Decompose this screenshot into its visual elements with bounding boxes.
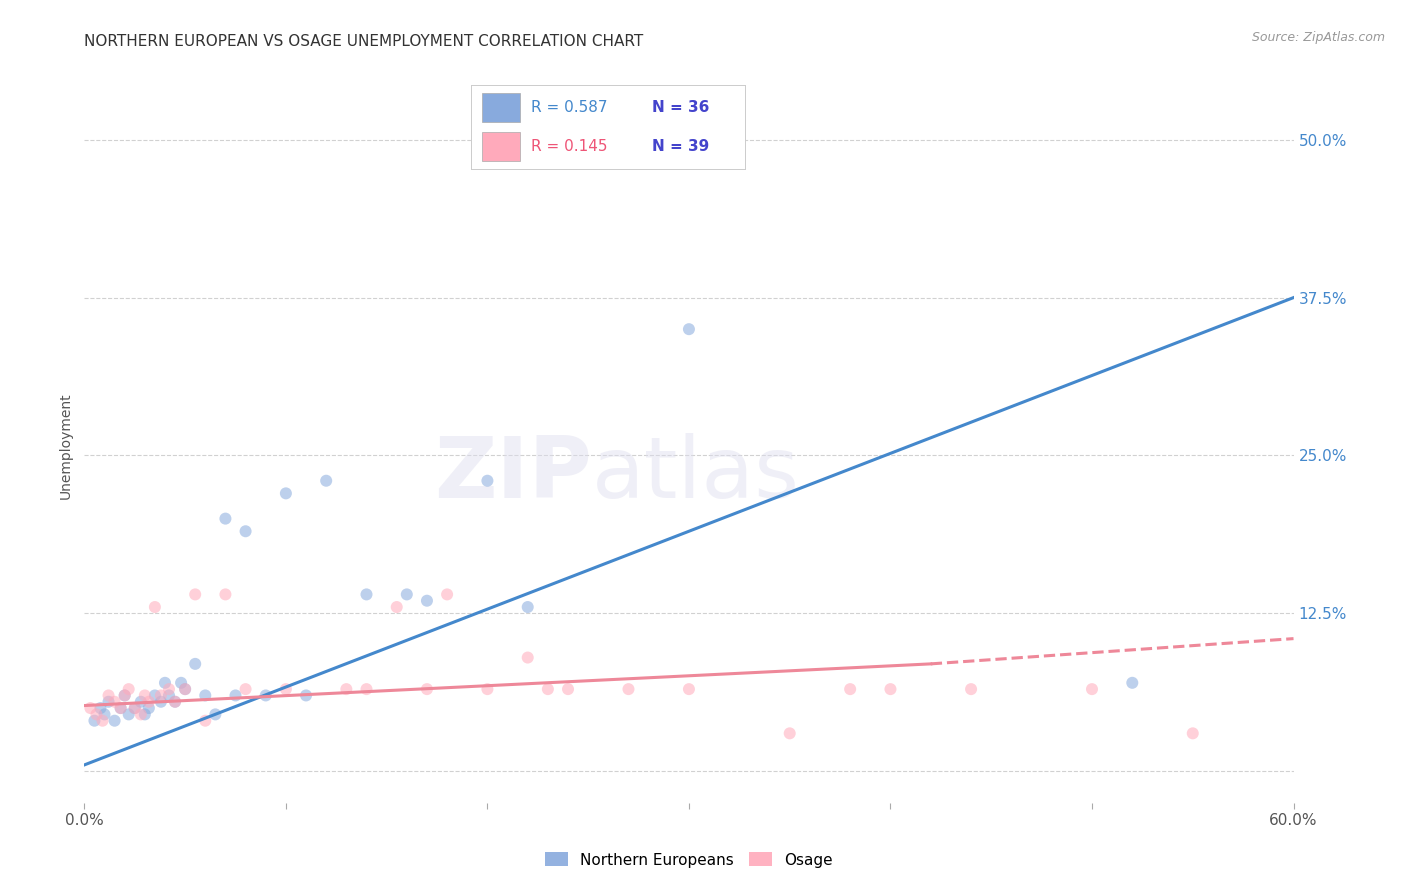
Point xyxy=(129,707,152,722)
Point xyxy=(143,689,166,703)
Point xyxy=(104,714,127,728)
Point xyxy=(960,682,983,697)
Point xyxy=(235,524,257,539)
Point xyxy=(295,689,318,703)
Point xyxy=(235,682,257,697)
Point xyxy=(356,587,378,601)
Point xyxy=(315,474,337,488)
Point xyxy=(157,682,180,697)
Point xyxy=(104,695,127,709)
Point xyxy=(225,689,247,703)
Point xyxy=(839,682,862,697)
Point xyxy=(83,714,105,728)
Legend: Northern Europeans, Osage: Northern Europeans, Osage xyxy=(538,847,839,873)
Point xyxy=(516,650,538,665)
Text: R = 0.145: R = 0.145 xyxy=(531,139,607,154)
Point xyxy=(174,682,197,697)
Point xyxy=(617,682,640,697)
Text: NORTHERN EUROPEAN VS OSAGE UNEMPLOYMENT CORRELATION CHART: NORTHERN EUROPEAN VS OSAGE UNEMPLOYMENT … xyxy=(84,34,644,49)
Point xyxy=(194,689,217,703)
Point xyxy=(678,322,700,336)
Point xyxy=(174,682,197,697)
Point xyxy=(118,707,141,722)
Point xyxy=(254,689,277,703)
Point xyxy=(165,695,187,709)
Point xyxy=(149,689,172,703)
Point xyxy=(89,701,111,715)
Text: R = 0.587: R = 0.587 xyxy=(531,100,607,115)
Text: atlas: atlas xyxy=(592,433,800,516)
Point xyxy=(204,707,226,722)
Point xyxy=(79,701,101,715)
Point xyxy=(97,689,120,703)
Point xyxy=(516,600,538,615)
Point xyxy=(416,682,439,697)
Bar xyxy=(482,132,520,161)
Point xyxy=(274,682,297,697)
Point xyxy=(537,682,560,697)
Point xyxy=(124,701,146,715)
Point xyxy=(214,511,236,525)
Text: N = 36: N = 36 xyxy=(652,100,710,115)
Y-axis label: Unemployment: Unemployment xyxy=(59,392,73,500)
Point xyxy=(356,682,378,697)
Text: Source: ZipAtlas.com: Source: ZipAtlas.com xyxy=(1251,31,1385,45)
Point xyxy=(134,707,156,722)
Point xyxy=(165,695,187,709)
Point xyxy=(97,695,120,709)
Point xyxy=(153,675,176,690)
Point xyxy=(194,714,217,728)
Point xyxy=(124,701,146,715)
Text: ZIP: ZIP xyxy=(434,433,592,516)
Point xyxy=(86,707,108,722)
Point xyxy=(214,587,236,601)
Point xyxy=(1181,726,1204,740)
Point xyxy=(385,600,408,615)
Point xyxy=(184,657,207,671)
Point xyxy=(114,689,136,703)
Point xyxy=(93,707,115,722)
Point xyxy=(118,682,141,697)
Point xyxy=(416,593,439,607)
Point xyxy=(91,714,114,728)
Point xyxy=(114,689,136,703)
Point xyxy=(779,726,801,740)
Point xyxy=(879,682,901,697)
Point xyxy=(477,682,499,697)
Point xyxy=(143,600,166,615)
Point xyxy=(129,695,152,709)
Point xyxy=(110,701,132,715)
Point xyxy=(157,689,180,703)
Point xyxy=(110,701,132,715)
Point xyxy=(138,701,160,715)
Point xyxy=(274,486,297,500)
Point xyxy=(477,474,499,488)
Point xyxy=(395,587,418,601)
Point xyxy=(557,682,579,697)
Point xyxy=(335,682,357,697)
Bar xyxy=(482,93,520,122)
Point xyxy=(170,675,193,690)
Point xyxy=(138,695,160,709)
Point xyxy=(436,587,458,601)
Text: N = 39: N = 39 xyxy=(652,139,709,154)
Point xyxy=(1121,675,1143,690)
Point xyxy=(149,695,172,709)
Point xyxy=(134,689,156,703)
Point xyxy=(184,587,207,601)
Point xyxy=(678,682,700,697)
Point xyxy=(1081,682,1104,697)
